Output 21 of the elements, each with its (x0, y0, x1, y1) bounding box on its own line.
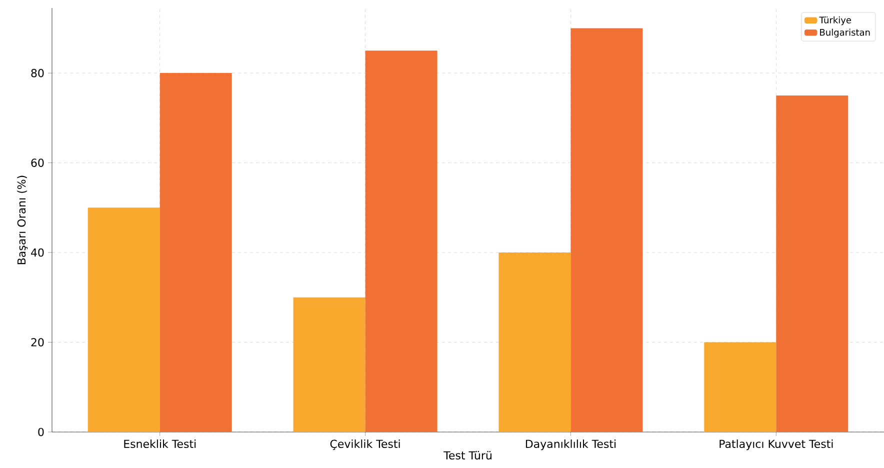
y-axis-title: Başarı Oranı (%) (17, 176, 28, 264)
y-tick-label: 0 (38, 428, 44, 436)
bar (498, 252, 571, 432)
legend-label: Bulgaristan (820, 28, 870, 38)
bar (293, 297, 366, 432)
y-tick-label: 60 (31, 158, 44, 167)
legend-label: Türkiye (819, 16, 852, 26)
bar (88, 208, 160, 432)
y-tick-label: 40 (31, 248, 44, 257)
x-axis-title: Test Türü (444, 451, 492, 460)
x-tick-label: Patlayıcı Kuvvet Testi (720, 440, 833, 450)
bar (365, 50, 438, 432)
x-tick-label: Dayanıklılık Testi (526, 440, 616, 450)
bar (570, 28, 643, 432)
x-tick-label: Esneklik Testi (124, 440, 196, 448)
y-tick-label: 80 (31, 68, 44, 78)
bar (704, 342, 776, 432)
y-tick-label: 20 (31, 338, 44, 346)
bar (776, 95, 848, 432)
x-tick-label: Çeviklik Testi (330, 440, 400, 450)
bar (160, 73, 232, 432)
